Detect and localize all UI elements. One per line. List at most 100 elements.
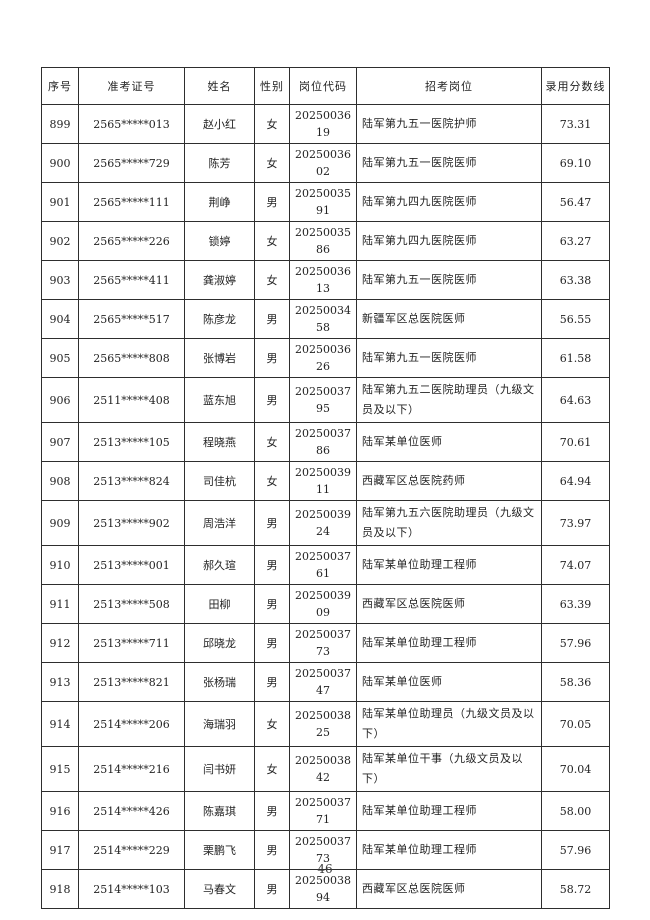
cell-position-code: 2025003909 — [289, 584, 357, 624]
cell-gender: 女 — [254, 104, 290, 144]
cell-index: 914 — [41, 701, 79, 747]
cell-name: 荆峥 — [184, 182, 255, 222]
cell-exam-id: 2565*****411 — [78, 260, 185, 300]
cell-exam-id: 2565*****013 — [78, 104, 185, 144]
column-header-position-code: 岗位代码 — [289, 67, 357, 105]
cell-name: 赵小红 — [184, 104, 255, 144]
cell-name: 蓝东旭 — [184, 377, 255, 423]
cell-gender: 男 — [254, 545, 290, 585]
table-row: 903 2565*****411 龚淑婷女 2025003613 陆军第九五一医院医师 6… — [41, 260, 610, 300]
cell-position-code: 2025003458 — [289, 299, 357, 339]
cell-position-code: 2025003773 — [289, 623, 357, 663]
cell-exam-id: 2514*****229 — [78, 830, 185, 870]
cell-name: 张博岩 — [184, 338, 255, 378]
cell-position-code: 2025003619 — [289, 104, 357, 144]
cell-position-code: 2025003626 — [289, 338, 357, 378]
cell-gender: 男 — [254, 584, 290, 624]
table-row: 911 2513*****508 田柳男 2025003909 西藏军区总医院医师 63.… — [41, 584, 610, 624]
cell-score-line: 73.31 — [541, 104, 610, 144]
cell-position-code: 2025003602 — [289, 143, 357, 183]
cell-name: 海瑞羽 — [184, 701, 255, 747]
cell-name: 龚淑婷 — [184, 260, 255, 300]
cell-position: 陆军第九五一医院医师 — [356, 260, 542, 300]
cell-position: 陆军某单位助理工程师 — [356, 830, 542, 870]
column-header-gender: 性别 — [254, 67, 290, 105]
cell-index: 908 — [41, 461, 79, 501]
table-row: 900 2565*****729 陈芳女 2025003602 陆军第九五一医院医师 69… — [41, 143, 610, 183]
cell-score-line: 58.00 — [541, 791, 610, 831]
cell-position-code: 2025003747 — [289, 662, 357, 702]
cell-position-code: 2025003586 — [289, 221, 357, 261]
column-header-name: 姓名 — [184, 67, 255, 105]
cell-index: 901 — [41, 182, 79, 222]
cell-gender: 女 — [254, 422, 290, 462]
table-row: 915 2514*****216 闫书妍女 2025003842 陆军某单位干事（九级文… — [41, 746, 610, 792]
cell-exam-id: 2513*****508 — [78, 584, 185, 624]
cell-score-line: 74.07 — [541, 545, 610, 585]
cell-position-code: 2025003591 — [289, 182, 357, 222]
cell-score-line: 57.96 — [541, 830, 610, 870]
cell-score-line: 61.58 — [541, 338, 610, 378]
table-row: 904 2565*****517 陈彦龙男 2025003458 新疆军区总医院医师 56… — [41, 299, 610, 339]
cell-index: 915 — [41, 746, 79, 792]
cell-position: 陆军第九四九医院医师 — [356, 182, 542, 222]
cell-position: 陆军某单位助理工程师 — [356, 545, 542, 585]
cell-score-line: 58.36 — [541, 662, 610, 702]
cell-index: 899 — [41, 104, 79, 144]
cell-position: 陆军某单位医师 — [356, 422, 542, 462]
cell-exam-id: 2513*****821 — [78, 662, 185, 702]
cell-position: 陆军第九五一医院护师 — [356, 104, 542, 144]
cell-exam-id: 2513*****711 — [78, 623, 185, 663]
cell-score-line: 56.47 — [541, 182, 610, 222]
cell-index: 911 — [41, 584, 79, 624]
cell-position: 陆军第九五一医院医师 — [356, 338, 542, 378]
cell-gender: 男 — [254, 377, 290, 423]
cell-score-line: 70.04 — [541, 746, 610, 792]
column-header-score-line: 录用分数线 — [541, 67, 610, 105]
cell-index: 913 — [41, 662, 79, 702]
cell-index: 905 — [41, 338, 79, 378]
cell-gender: 女 — [254, 746, 290, 792]
table-row: 913 2513*****821 张杨瑞男 2025003747 陆军某单位医师 58.3… — [41, 662, 610, 702]
cell-exam-id: 2565*****729 — [78, 143, 185, 183]
cell-gender: 女 — [254, 260, 290, 300]
cell-position: 陆军某单位助理工程师 — [356, 623, 542, 663]
cell-score-line: 70.05 — [541, 701, 610, 747]
cell-position-code: 2025003842 — [289, 746, 357, 792]
column-header-exam-id: 准考证号 — [78, 67, 185, 105]
cell-score-line: 69.10 — [541, 143, 610, 183]
cell-index: 917 — [41, 830, 79, 870]
cell-index: 903 — [41, 260, 79, 300]
cell-name: 程晓燕 — [184, 422, 255, 462]
table-body: 899 2565*****013 赵小红女 2025003619 陆军第九五一医院护师 7… — [41, 104, 610, 909]
cell-exam-id: 2513*****824 — [78, 461, 185, 501]
table-row: 917 2514*****229 栗鹏飞男 2025003773 陆军某单位助理工程师 5… — [41, 830, 610, 870]
cell-score-line: 57.96 — [541, 623, 610, 663]
cell-score-line: 73.97 — [541, 500, 610, 546]
cell-exam-id: 2514*****206 — [78, 701, 185, 747]
cell-name: 闫书妍 — [184, 746, 255, 792]
cell-exam-id: 2565*****111 — [78, 182, 185, 222]
cell-exam-id: 2513*****902 — [78, 500, 185, 546]
cell-index: 909 — [41, 500, 79, 546]
cell-gender: 女 — [254, 143, 290, 183]
cell-name: 陈彦龙 — [184, 299, 255, 339]
cell-name: 锁婷 — [184, 221, 255, 261]
cell-name: 郝久瑄 — [184, 545, 255, 585]
cell-position: 陆军第九五六医院助理员（九级文员及以下） — [356, 500, 542, 546]
cell-exam-id: 2565*****226 — [78, 221, 185, 261]
cell-index: 910 — [41, 545, 79, 585]
cell-gender: 女 — [254, 221, 290, 261]
cell-score-line: 64.94 — [541, 461, 610, 501]
cell-position-code: 2025003911 — [289, 461, 357, 501]
cell-score-line: 58.72 — [541, 869, 610, 909]
table-row: 901 2565*****111 荆峥男 2025003591 陆军第九四九医院医师 56… — [41, 182, 610, 222]
cell-name: 周浩洋 — [184, 500, 255, 546]
cell-position: 新疆军区总医院医师 — [356, 299, 542, 339]
table-row: 899 2565*****013 赵小红女 2025003619 陆军第九五一医院护师 7… — [41, 104, 610, 144]
cell-position-code: 2025003924 — [289, 500, 357, 546]
table-row: 918 2514*****103 马春文男 2025003894 西藏军区总医院医师 58… — [41, 869, 610, 909]
cell-index: 916 — [41, 791, 79, 831]
table-row: 907 2513*****105 程晓燕女 2025003786 陆军某单位医师 70.6… — [41, 422, 610, 462]
